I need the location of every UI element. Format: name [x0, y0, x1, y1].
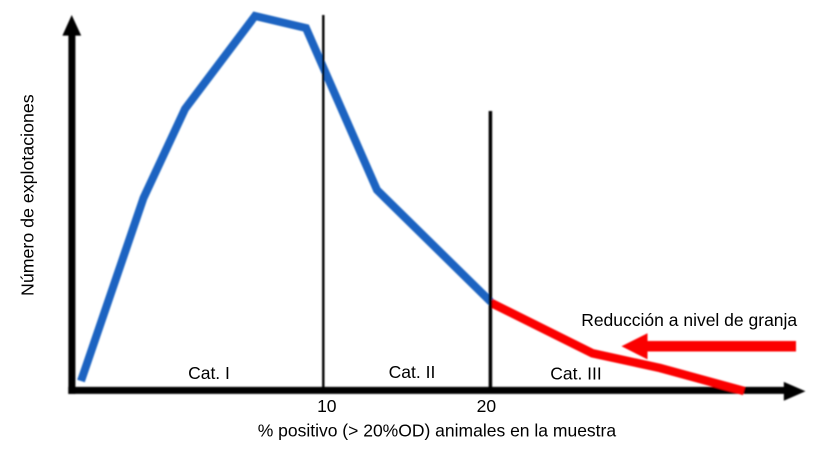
svg-text:Reducción a nivel de granja: Reducción a nivel de granja — [581, 310, 797, 330]
svg-text:20: 20 — [477, 396, 497, 416]
svg-text:10: 10 — [317, 396, 337, 416]
svg-text:Cat. III: Cat. III — [550, 364, 602, 384]
svg-text:Número de explotaciones: Número de explotaciones — [18, 94, 38, 296]
svg-text:Cat. I: Cat. I — [188, 363, 230, 383]
svg-text:Cat. II: Cat. II — [389, 362, 436, 382]
svg-text:% positivo (> 20%OD) animales: % positivo (> 20%OD) animales en la mues… — [258, 421, 617, 441]
